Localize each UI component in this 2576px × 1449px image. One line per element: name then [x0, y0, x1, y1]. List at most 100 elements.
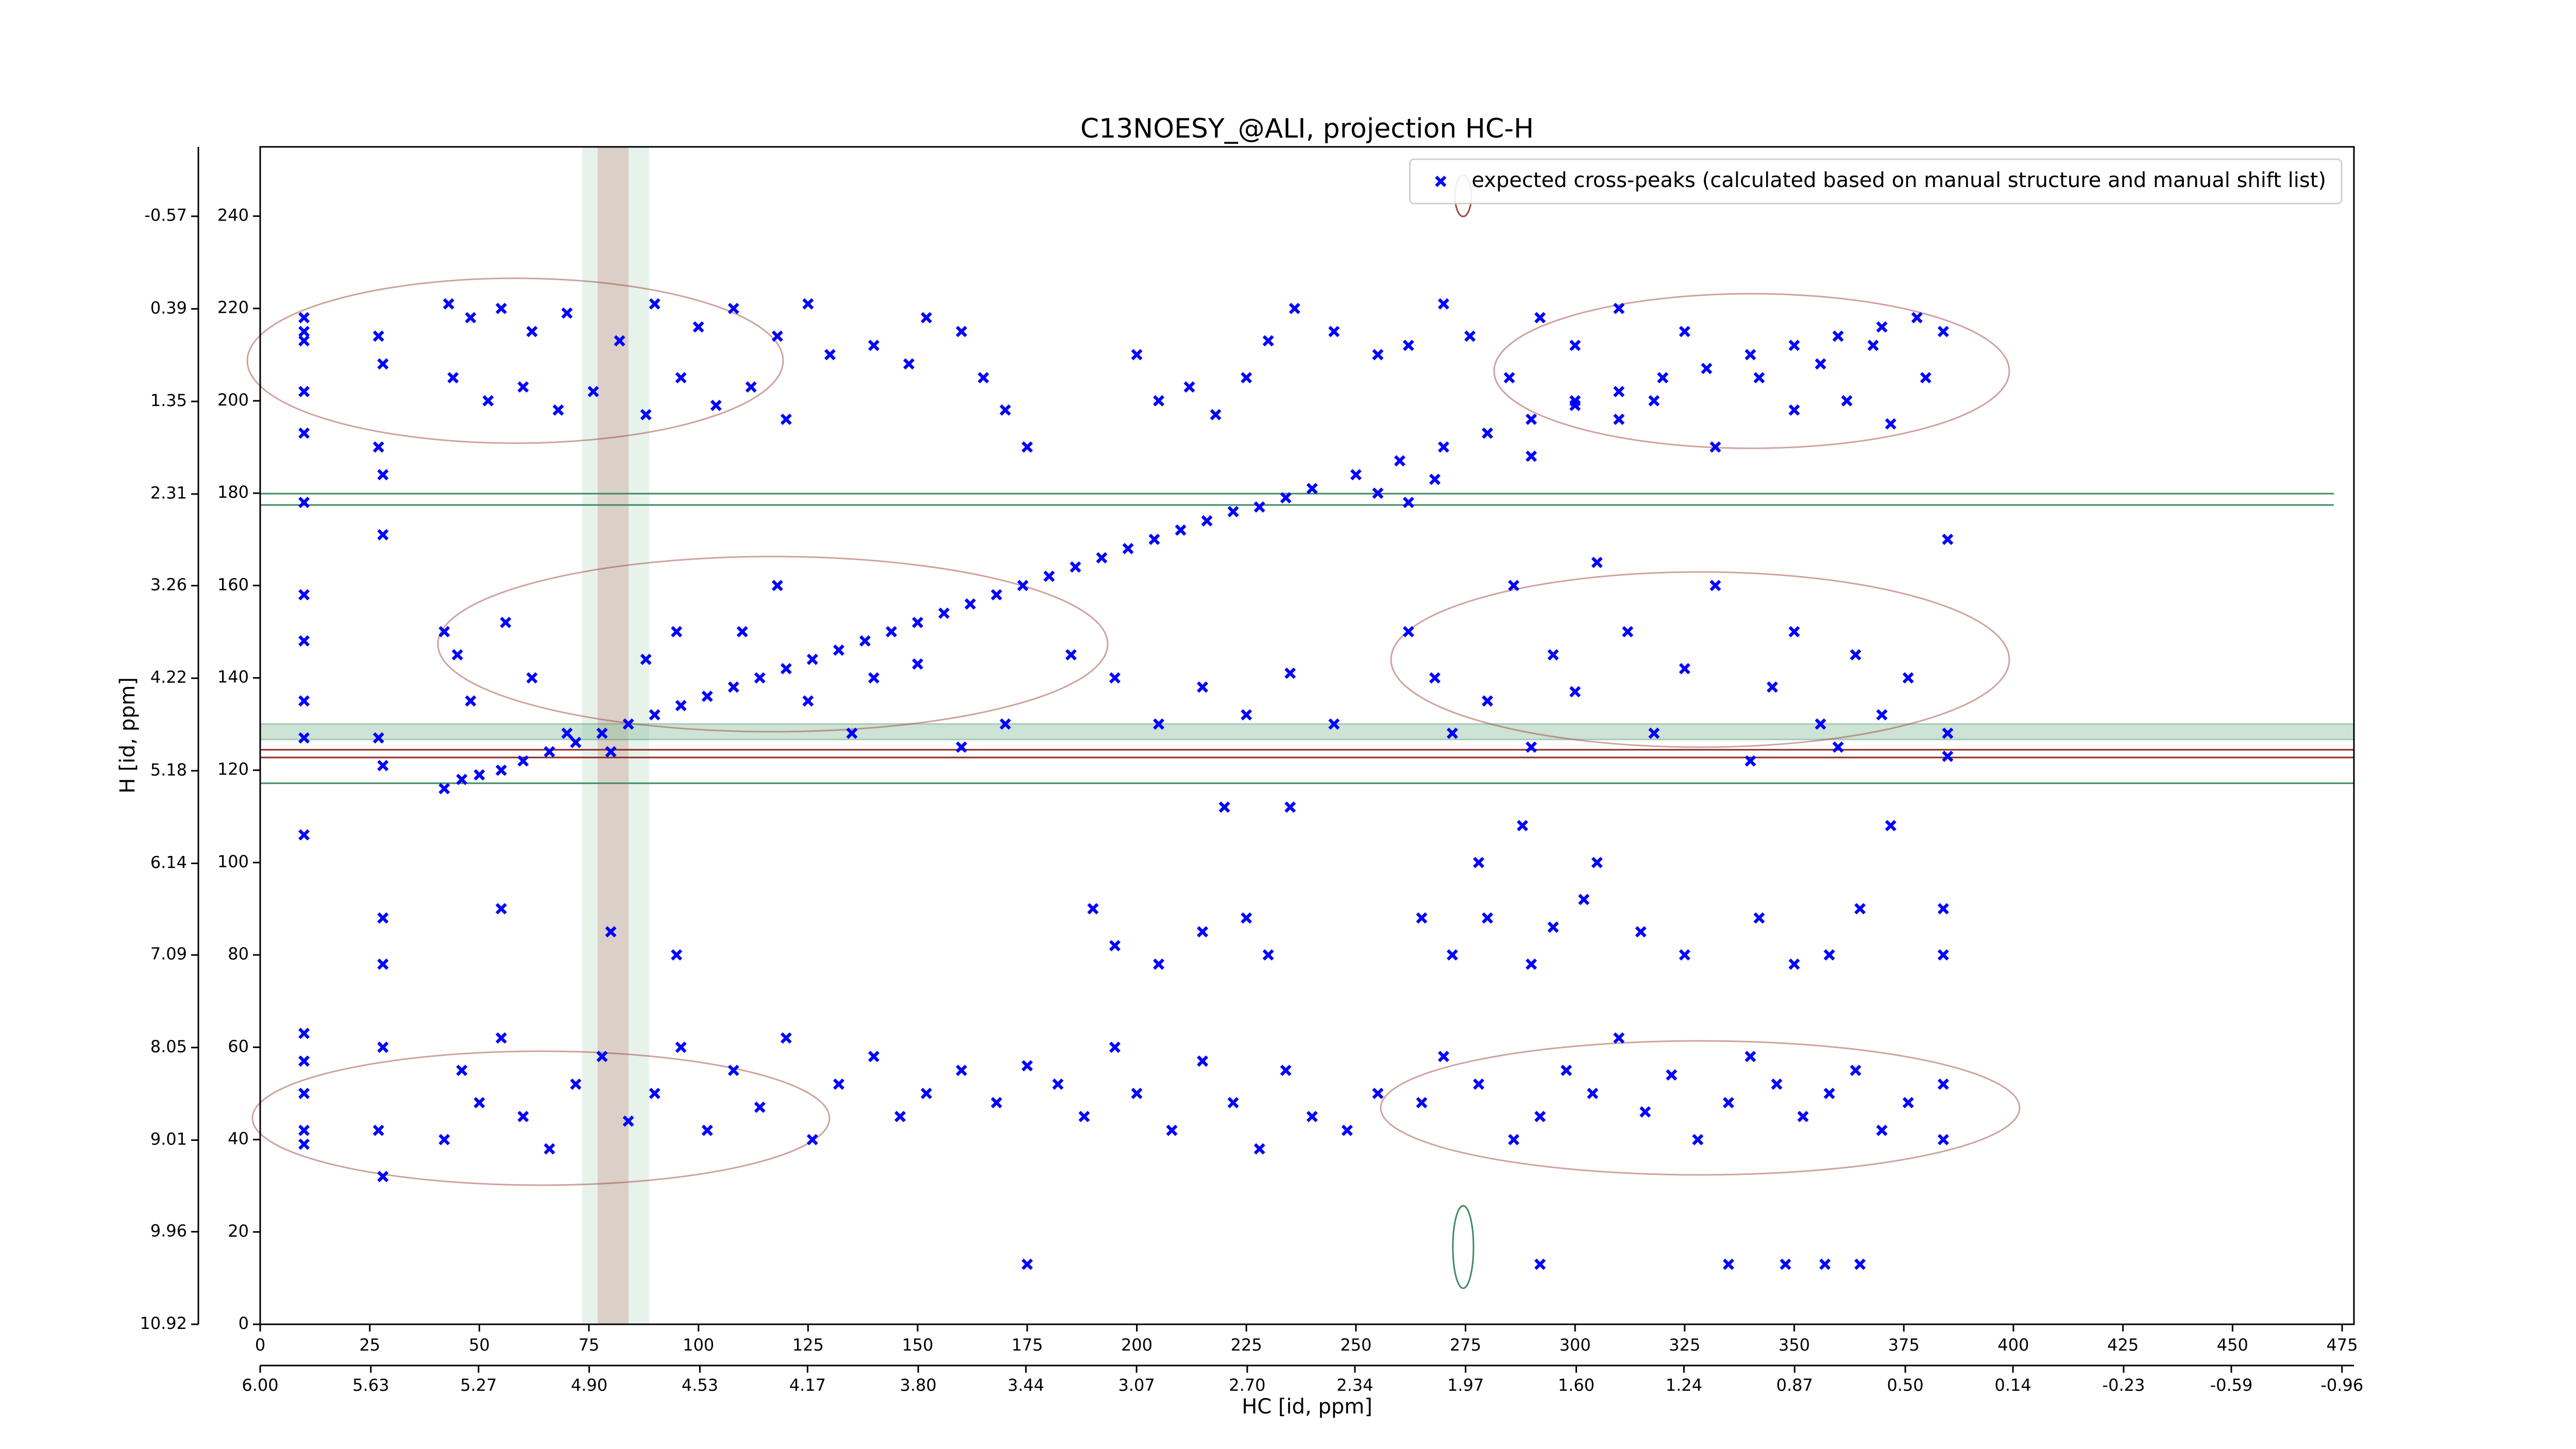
cross-peak	[500, 617, 512, 628]
cross-peak	[495, 1032, 507, 1044]
cross-peak	[754, 672, 766, 684]
x-tick-label: 300	[1560, 1335, 1591, 1355]
cross-peak	[438, 1134, 450, 1145]
cross-peak	[977, 372, 989, 383]
cross-peak	[956, 1065, 968, 1076]
cross-peak	[1723, 1097, 1734, 1108]
cross-peak	[1902, 672, 1914, 684]
cross-peak	[570, 736, 582, 748]
x2-tick-label: 1.60	[1558, 1375, 1595, 1395]
cross-peak	[1578, 894, 1590, 905]
cross-peak	[640, 653, 652, 665]
y2-tick-label: 3.26	[150, 575, 187, 594]
contour-blob	[1390, 571, 2010, 748]
cross-peak	[1613, 413, 1625, 425]
cross-peak	[1197, 681, 1209, 693]
cross-peak	[1508, 1134, 1520, 1145]
cross-peak	[605, 746, 617, 757]
cross-peak	[552, 404, 564, 416]
cross-peak	[1788, 958, 1800, 970]
x2-tick-label: -0.59	[2210, 1375, 2253, 1395]
x2-tick-label: 0.14	[1995, 1375, 2031, 1395]
legend: expected cross-peaks (calculated based o…	[1409, 158, 2343, 205]
cross-peak	[727, 1065, 739, 1076]
y-tick-label: 40	[228, 1129, 249, 1149]
x2-tick-label: 0.50	[1887, 1375, 1924, 1395]
y2-tick-label: -0.57	[144, 206, 187, 225]
y2-tick-label: 1.35	[150, 391, 187, 410]
cross-peak	[846, 728, 858, 739]
cross-peak	[671, 949, 683, 961]
cross-peak	[1569, 340, 1581, 351]
y-tick-label: 240	[217, 205, 249, 225]
cross-peak	[938, 608, 950, 619]
x-tick-label: 450	[2217, 1335, 2248, 1355]
cross-peak	[859, 635, 871, 647]
cross-peak	[1473, 856, 1485, 868]
cross-peak	[1087, 903, 1099, 915]
cross-peak	[1850, 1065, 1861, 1076]
x2-tick-label: 4.90	[571, 1375, 607, 1395]
cross-peak	[1131, 349, 1143, 361]
cross-peak	[1526, 413, 1537, 425]
cross-peak	[1210, 409, 1222, 420]
cross-peak	[1438, 1051, 1449, 1063]
cross-peak	[1262, 949, 1274, 961]
cross-peak	[1771, 1079, 1783, 1090]
y2-tick-label: 10.92	[140, 1313, 187, 1333]
cross-peak	[1937, 1079, 1949, 1090]
cross-peak	[903, 358, 915, 370]
cross-peak	[1854, 1258, 1866, 1270]
cross-peak	[833, 644, 844, 656]
cross-peak	[377, 469, 389, 481]
cross-peak	[692, 321, 704, 333]
cross-peak	[622, 718, 634, 730]
cross-peak	[473, 769, 485, 781]
cross-peak	[1227, 1097, 1239, 1108]
x2-tick-label: 5.27	[460, 1375, 497, 1395]
cross-peak	[1153, 395, 1164, 407]
cross-peak	[1569, 686, 1581, 698]
cross-peak	[1591, 856, 1603, 868]
contour-blob	[1493, 293, 2010, 449]
cross-peak	[1280, 492, 1292, 503]
cross-peak	[912, 658, 924, 670]
cross-peak	[1328, 718, 1340, 730]
cross-peak	[372, 1124, 384, 1136]
cross-peak	[1052, 1079, 1064, 1090]
cross-peak	[495, 764, 507, 776]
cross-peak	[1767, 681, 1778, 693]
cross-peak	[1547, 649, 1559, 661]
x2-tick-label: 1.24	[1666, 1375, 1702, 1395]
y-tick-label: 100	[217, 852, 249, 871]
cross-peak	[1197, 926, 1209, 938]
cross-peak	[1402, 340, 1414, 351]
cross-peak	[1262, 335, 1274, 347]
cross-peak	[377, 1041, 389, 1053]
y2-tick-label: 6.14	[150, 852, 187, 872]
cross-peak	[1394, 455, 1405, 467]
cross-peak	[1744, 755, 1756, 767]
cross-peak	[1341, 1124, 1353, 1136]
x2-tick-label: 3.07	[1118, 1375, 1155, 1395]
cross-peak	[298, 1124, 310, 1136]
y2-tick-label: 7.09	[150, 944, 187, 964]
cross-peak	[780, 1032, 792, 1044]
y-tick-label: 20	[228, 1221, 249, 1241]
cross-peak	[701, 1124, 713, 1136]
cross-peak	[1175, 524, 1187, 536]
cross-peak	[1709, 441, 1721, 453]
y2-tick-label: 0.39	[150, 298, 187, 317]
cross-peak	[868, 340, 879, 351]
contour-artifacts	[246, 147, 2355, 1324]
cross-peak	[1096, 552, 1108, 564]
cross-peak	[1017, 580, 1029, 592]
cross-peak	[561, 728, 573, 739]
x-axis-label: HC [id, ppm]	[1242, 1395, 1372, 1419]
cross-peak	[377, 760, 389, 771]
cross-peak	[1942, 728, 1954, 739]
cross-peak	[1569, 395, 1581, 407]
cross-peak	[298, 1088, 310, 1099]
x2-tick-label: -0.23	[2103, 1375, 2145, 1395]
